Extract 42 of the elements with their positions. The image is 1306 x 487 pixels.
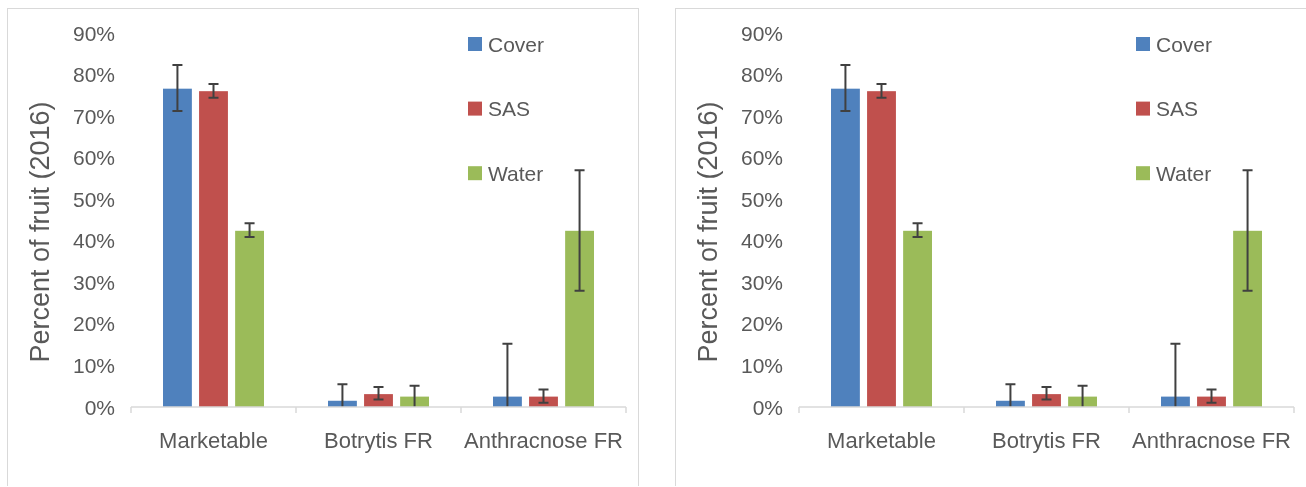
y-tick-label: 40% [740, 229, 783, 253]
y-tick-label: 50% [740, 187, 783, 211]
y-tick-label: 20% [740, 312, 783, 336]
y-axis-title: Percent of fruit (2016) [693, 101, 723, 363]
x-tick-label: Anthracnose FR [1132, 427, 1291, 453]
legend-label: SAS [488, 97, 531, 121]
y-tick-label: 70% [740, 104, 783, 128]
y-tick-label: 30% [72, 270, 115, 294]
legend-label: Cover [1156, 32, 1213, 56]
bar [163, 88, 192, 407]
legend-label: Water [488, 161, 544, 185]
x-tick-label: Botrytis FR [992, 427, 1101, 453]
bar [1233, 230, 1262, 407]
x-tick-label: Marketable [827, 427, 936, 453]
x-tick-label: Botrytis FR [324, 427, 433, 453]
y-tick-label: 10% [740, 353, 783, 377]
y-tick-label: 80% [740, 63, 783, 87]
y-tick-label: 50% [72, 187, 115, 211]
x-tick-label: Anthracnose FR [464, 427, 623, 453]
y-tick-label: 10% [72, 353, 115, 377]
bar [565, 230, 594, 407]
y-tick-label: 0% [84, 395, 115, 419]
y-tick-label: 0% [752, 395, 783, 419]
y-tick-label: 90% [740, 21, 783, 45]
y-axis-title: Percent of fruit (2016) [25, 101, 55, 363]
bar [199, 91, 228, 407]
legend-label: SAS [1156, 97, 1199, 121]
bar [867, 91, 896, 407]
y-tick-label: 60% [72, 146, 115, 170]
x-tick-label: Marketable [159, 427, 268, 453]
legend-label: Water [1156, 161, 1212, 185]
y-tick-label: 90% [72, 21, 115, 45]
y-tick-label: 80% [72, 63, 115, 87]
legend-label: Cover [488, 32, 545, 56]
y-tick-label: 60% [740, 146, 783, 170]
bar [903, 230, 932, 407]
bar [831, 88, 860, 407]
y-tick-label: 40% [72, 229, 115, 253]
bar [235, 230, 264, 407]
y-tick-label: 20% [72, 312, 115, 336]
y-tick-label: 70% [72, 104, 115, 128]
y-tick-label: 30% [740, 270, 783, 294]
